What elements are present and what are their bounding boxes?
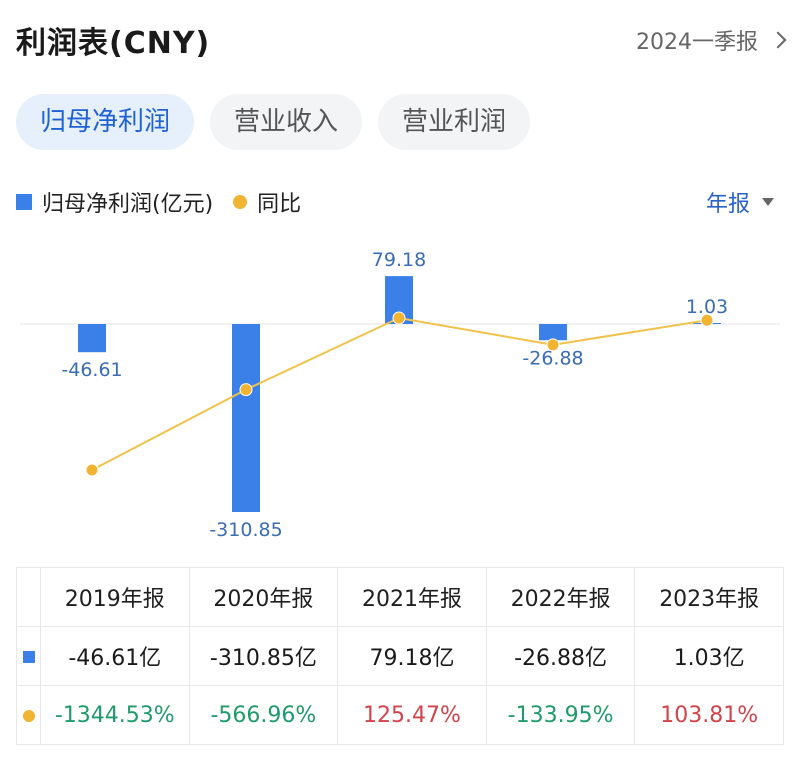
profit-cell: -310.85亿 — [188, 626, 339, 686]
yoy-line — [91, 316, 708, 471]
row-marker — [16, 685, 41, 745]
latest-period-link[interactable]: 2024一季报 — [636, 24, 787, 56]
bar-marker-icon — [22, 650, 35, 663]
line-legend-swatch — [233, 195, 248, 209]
tab-revenue[interactable]: 营业收入 — [210, 94, 363, 150]
yoy-point-2019年报 — [85, 463, 99, 477]
yoy-point-2022年报 — [546, 338, 560, 352]
chart-legend: 归母净利润(亿元) 同比 — [16, 186, 301, 218]
bar-2019年报 — [78, 324, 106, 353]
table-corner — [16, 567, 41, 627]
bar-data-label: -26.88 — [522, 347, 583, 369]
header-cell: 2021年报 — [337, 567, 487, 627]
bar-data-label: -310.85 — [209, 519, 282, 541]
header: 利润表(CNY) 2024一季报 — [16, 16, 787, 61]
yoy-point-2020年报 — [239, 383, 253, 397]
bar-data-label: 1.03 — [686, 296, 728, 318]
profit-cell: -46.61亿 — [40, 626, 190, 686]
yoy-point-2021年报 — [392, 311, 406, 325]
yoy-cell: 125.47% — [337, 685, 487, 745]
row-marker — [16, 626, 41, 686]
profit-cell: -26.88亿 — [485, 626, 636, 686]
metric-tabs: 归母净利润 营业收入 营业利润 — [16, 94, 531, 150]
dot-marker-icon — [22, 709, 35, 722]
header-cell: 2022年报 — [485, 567, 636, 627]
table-header-row: 2019年报 2020年报 2021年报 2022年报 2023年报 — [16, 567, 784, 627]
line-legend-label: 同比 — [257, 192, 302, 217]
tab-net-profit[interactable]: 归母净利润 — [16, 94, 195, 150]
period-select-label: 年报 — [705, 192, 750, 217]
yoy-cell: -1344.53% — [40, 685, 190, 745]
bar-2022年报 — [539, 324, 567, 341]
profit-cell: 1.03亿 — [634, 626, 784, 686]
bar-data-label: 79.18 — [372, 249, 426, 271]
page-title: 利润表(CNY) — [16, 26, 211, 61]
period-select[interactable]: 年报 — [706, 186, 774, 218]
yoy-cell: 103.81% — [634, 685, 784, 745]
bar-legend-swatch — [16, 194, 32, 210]
profit-chart: -46.61 -310.85 79.18 -26.88 1.03 — [20, 249, 780, 541]
bar-2020年报 — [232, 324, 260, 512]
table-row-profit: -46.61亿 -310.85亿 79.18亿 -26.88亿 1.03亿 — [16, 626, 784, 686]
table-row-yoy: -1344.53% -566.96% 125.47% -133.95% 103.… — [16, 685, 784, 745]
header-cell: 2023年报 — [634, 567, 784, 627]
bar-legend-label: 归母净利润(亿元) — [42, 192, 214, 217]
profit-cell: 79.18亿 — [337, 626, 487, 686]
header-cell: 2020年报 — [188, 567, 339, 627]
yoy-point-2023年报 — [700, 313, 714, 327]
chevron-right-icon — [769, 31, 787, 49]
yoy-cell: -133.95% — [485, 685, 636, 745]
yoy-cell: -566.96% — [188, 685, 339, 745]
bar-data-label: -46.61 — [61, 359, 122, 381]
tab-operating-profit[interactable]: 营业利润 — [378, 94, 531, 150]
header-cell: 2019年报 — [40, 567, 190, 627]
data-table: 2019年报 2020年报 2021年报 2022年报 2023年报 -46.6… — [16, 567, 784, 745]
latest-period-label: 2024一季报 — [636, 30, 758, 55]
caret-down-icon — [762, 198, 774, 206]
